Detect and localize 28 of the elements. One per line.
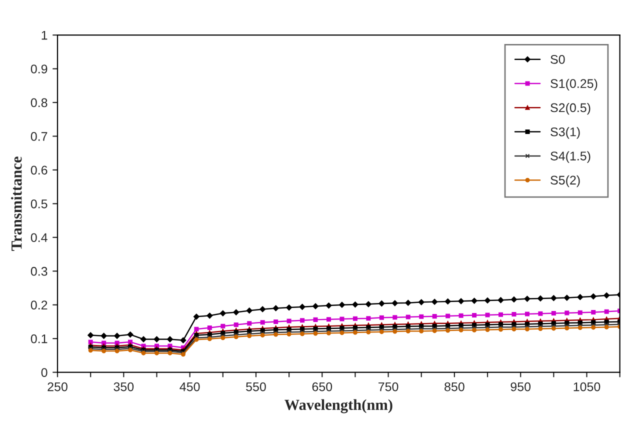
legend-label: S0 [550, 54, 565, 64]
x-tick-label: 1050 [574, 382, 600, 392]
legend-label: S5(2) [550, 175, 580, 188]
x-tick-label: 750 [378, 382, 398, 392]
y-tick-label: 0.3 [30, 266, 48, 276]
y-tick-label: 0.4 [30, 233, 48, 242]
y-tick-label: 0.7 [30, 132, 48, 141]
y-tick-label: 0.6 [30, 166, 48, 175]
legend-label: S4(1.5) [550, 151, 590, 163]
y-tick-label: 0.9 [30, 64, 48, 74]
y-tick-label: 0.1 [30, 334, 48, 344]
x-tick-label: 950 [510, 382, 531, 392]
legend-label: S3(1) [550, 127, 580, 139]
x-axis-title: Wavelength(nm) [284, 399, 392, 414]
x-tick-label: 250 [48, 382, 68, 392]
y-tick-label: 0.2 [30, 300, 48, 310]
x-tick-label: 550 [246, 382, 266, 392]
x-tick-label: 450 [180, 382, 200, 392]
y-tick-label: 0.8 [30, 98, 48, 108]
legend-label: S2(0.5) [550, 102, 590, 115]
y-tick-label: 0.5 [30, 199, 48, 208]
x-tick-label: 650 [312, 382, 332, 392]
legend-label: S1(0.25) [550, 78, 598, 90]
y-axis-title: Transmittance [11, 156, 22, 251]
y-tick-label: 0 [41, 368, 48, 377]
x-tick-label: 850 [444, 382, 464, 392]
y-tick-label: 1 [42, 30, 48, 40]
x-tick-label: 350 [114, 382, 134, 392]
